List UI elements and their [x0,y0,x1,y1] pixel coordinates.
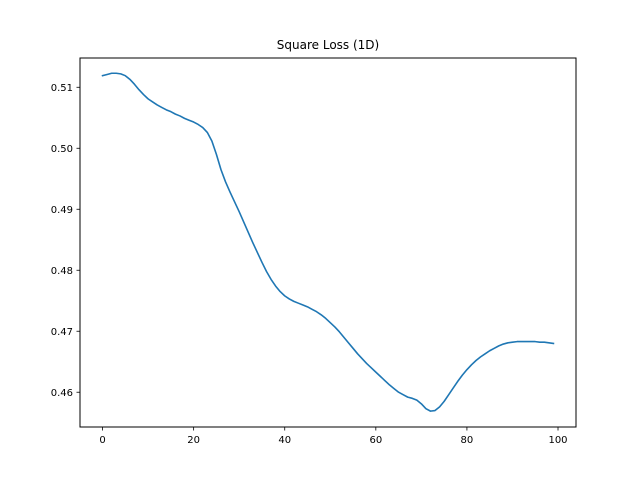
x-axis: 0 20 40 60 80 100 [99,427,568,446]
axes-frame [79,57,577,428]
plot-area [101,72,555,412]
y-tick-label: 0.46 [51,388,73,399]
x-tick-label: 100 [548,435,567,446]
x-tick-label: 80 [461,435,474,446]
y-tick-label: 0.47 [51,327,73,338]
chart-title: Square Loss (1D) [277,38,379,52]
series-line [101,72,555,412]
x-tick-label: 60 [369,435,382,446]
y-tick-label: 0.50 [51,144,73,155]
y-tick-label: 0.49 [51,205,73,216]
x-tick-label: 40 [278,435,291,446]
x-tick-label: 0 [99,435,105,446]
y-tick-label: 0.51 [51,83,73,94]
x-tick-label: 20 [187,435,200,446]
y-tick-label: 0.48 [51,266,73,277]
y-axis: 0.46 0.47 0.48 0.49 0.50 0.51 [51,83,80,399]
